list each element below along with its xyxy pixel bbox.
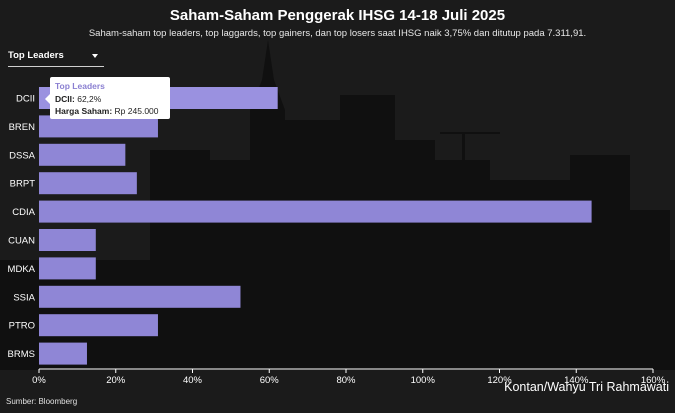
x-tick-label: 80% — [336, 375, 356, 386]
bar-cuan[interactable] — [39, 229, 96, 251]
credit-text: Kontan/Wahyu Tri Rahmawati — [504, 380, 669, 394]
category-label-ptro: PTRO — [9, 321, 35, 332]
chevron-down-icon — [92, 54, 98, 58]
x-tick-label: 100% — [411, 375, 436, 386]
category-dropdown[interactable]: Top Leaders — [8, 50, 104, 67]
bar-mdka[interactable] — [39, 257, 96, 280]
category-label-dssa: DSSA — [9, 150, 36, 161]
category-label-bren: BREN — [9, 122, 36, 133]
chart-subtitle: Saham-saham top leaders, top laggards, t… — [88, 28, 587, 39]
tooltip-price-value: Rp 245.000 — [114, 106, 159, 116]
x-tick-label: 160% — [641, 375, 666, 386]
category-label-mdka: MDKA — [8, 264, 36, 275]
bar-dssa[interactable] — [39, 143, 126, 166]
x-tick-label: 140% — [564, 375, 589, 386]
x-tick-label: 120% — [487, 375, 512, 386]
bar-bren[interactable] — [39, 115, 158, 138]
bar-ssia[interactable] — [39, 285, 241, 308]
dropdown-selected-label: Top Leaders — [8, 50, 64, 61]
tooltip-line-2: Harga Saham: Rp 245.000 — [55, 105, 165, 118]
bar-brpt[interactable] — [39, 172, 137, 195]
x-tick-label: 60% — [260, 375, 280, 386]
source-text: Sumber: Bloomberg — [6, 397, 78, 406]
x-tick-label: 40% — [183, 375, 203, 386]
tooltip-price-label: Harga Saham: — [55, 106, 113, 116]
category-label-brms: BRMS — [8, 349, 35, 360]
category-label-cuan: CUAN — [8, 236, 35, 247]
tooltip-ticker-value: 62,2% — [77, 93, 102, 104]
tooltip-line-1: DCII: 62,2% — [55, 93, 165, 106]
bar-brms[interactable] — [39, 342, 87, 365]
bar-cdia[interactable] — [39, 200, 592, 223]
tooltip-ticker-label: DCII: — [55, 93, 75, 104]
category-label-brpt: BRPT — [10, 179, 36, 190]
tooltip-arrow — [45, 94, 50, 104]
chart-title: Saham-Saham Penggerak IHSG 14-18 Juli 20… — [169, 7, 506, 24]
category-label-ssia: SSIA — [13, 292, 35, 303]
x-tick-label: 20% — [106, 375, 126, 386]
x-tick-label: 0% — [32, 375, 46, 386]
category-label-dcii: DCII — [16, 94, 35, 105]
bar-ptro[interactable] — [39, 314, 158, 337]
category-label-cdia: CDIA — [12, 207, 35, 218]
bar-tooltip: Top Leaders DCII: 62,2% Harga Saham: Rp … — [45, 77, 170, 119]
dropdown-underline — [8, 66, 104, 67]
tooltip-title: Top Leaders — [55, 81, 105, 91]
